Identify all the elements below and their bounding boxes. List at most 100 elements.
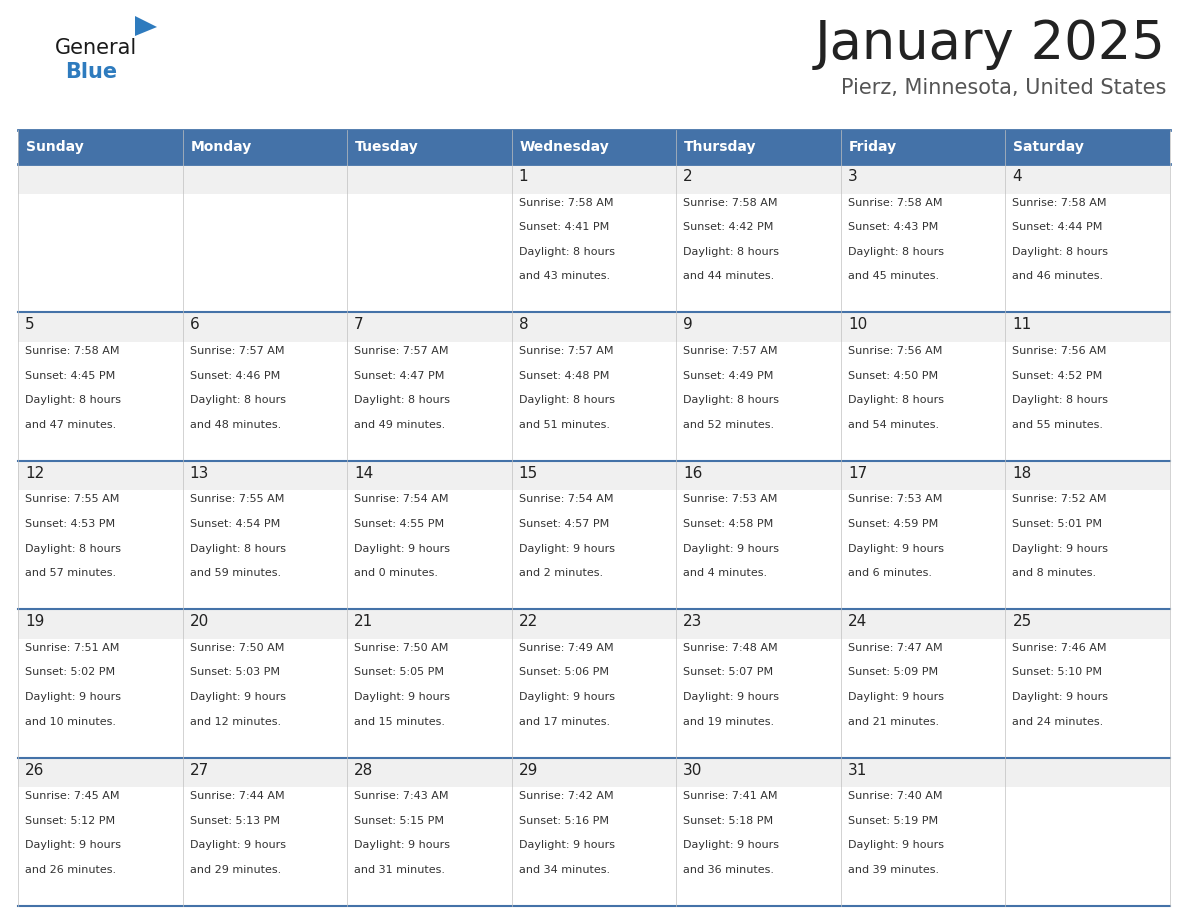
Text: and 10 minutes.: and 10 minutes.: [25, 717, 116, 727]
Text: Sunset: 5:07 PM: Sunset: 5:07 PM: [683, 667, 773, 677]
Text: Daylight: 8 hours: Daylight: 8 hours: [848, 396, 943, 405]
Text: Daylight: 8 hours: Daylight: 8 hours: [1012, 396, 1108, 405]
Text: Daylight: 8 hours: Daylight: 8 hours: [1012, 247, 1108, 257]
Text: Sunset: 5:12 PM: Sunset: 5:12 PM: [25, 816, 115, 826]
Text: 22: 22: [519, 614, 538, 629]
Text: Sunset: 5:18 PM: Sunset: 5:18 PM: [683, 816, 773, 826]
Bar: [183, 610, 347, 757]
Text: and 12 minutes.: and 12 minutes.: [190, 717, 280, 727]
Bar: [18, 164, 183, 312]
Text: Daylight: 8 hours: Daylight: 8 hours: [683, 247, 779, 257]
Bar: [841, 130, 1005, 164]
Text: Daylight: 8 hours: Daylight: 8 hours: [25, 396, 121, 405]
Text: Sunrise: 7:41 AM: Sunrise: 7:41 AM: [683, 791, 778, 801]
Bar: [512, 312, 676, 461]
Text: and 45 minutes.: and 45 minutes.: [848, 272, 939, 282]
Text: and 59 minutes.: and 59 minutes.: [190, 568, 280, 578]
Text: 14: 14: [354, 465, 373, 481]
Bar: [512, 757, 676, 906]
Text: Daylight: 9 hours: Daylight: 9 hours: [519, 543, 614, 554]
Text: Sunset: 5:06 PM: Sunset: 5:06 PM: [519, 667, 608, 677]
Text: 17: 17: [848, 465, 867, 481]
Text: Sunrise: 7:55 AM: Sunrise: 7:55 AM: [190, 495, 284, 505]
Bar: [1005, 312, 1170, 461]
Bar: [183, 757, 347, 788]
Text: Sunrise: 7:46 AM: Sunrise: 7:46 AM: [1012, 643, 1107, 653]
Text: Sunset: 5:09 PM: Sunset: 5:09 PM: [848, 667, 939, 677]
Bar: [1005, 610, 1170, 639]
Text: Sunset: 4:43 PM: Sunset: 4:43 PM: [848, 222, 939, 232]
Text: 9: 9: [683, 318, 693, 332]
Bar: [18, 461, 183, 610]
Text: Sunrise: 7:52 AM: Sunrise: 7:52 AM: [1012, 495, 1107, 505]
Text: 3: 3: [848, 169, 858, 184]
Text: Daylight: 9 hours: Daylight: 9 hours: [848, 543, 943, 554]
Bar: [512, 461, 676, 490]
Polygon shape: [135, 16, 157, 36]
Text: Sunset: 5:05 PM: Sunset: 5:05 PM: [354, 667, 444, 677]
Text: Daylight: 9 hours: Daylight: 9 hours: [683, 692, 779, 702]
Text: and 43 minutes.: and 43 minutes.: [519, 272, 609, 282]
Bar: [183, 312, 347, 342]
Bar: [347, 610, 512, 639]
Text: Sunrise: 7:43 AM: Sunrise: 7:43 AM: [354, 791, 449, 801]
Text: Sunrise: 7:53 AM: Sunrise: 7:53 AM: [848, 495, 942, 505]
Text: and 24 minutes.: and 24 minutes.: [1012, 717, 1104, 727]
Text: and 47 minutes.: and 47 minutes.: [25, 420, 116, 430]
Bar: [841, 312, 1005, 342]
Text: Sunset: 5:01 PM: Sunset: 5:01 PM: [1012, 519, 1102, 529]
Bar: [676, 757, 841, 788]
Text: Sunrise: 7:54 AM: Sunrise: 7:54 AM: [354, 495, 449, 505]
Text: 15: 15: [519, 465, 538, 481]
Text: and 21 minutes.: and 21 minutes.: [848, 717, 939, 727]
Text: Sunset: 4:57 PM: Sunset: 4:57 PM: [519, 519, 609, 529]
Bar: [347, 461, 512, 610]
Text: Daylight: 9 hours: Daylight: 9 hours: [519, 841, 614, 850]
Text: Daylight: 8 hours: Daylight: 8 hours: [848, 247, 943, 257]
Bar: [1005, 757, 1170, 906]
Bar: [676, 312, 841, 461]
Bar: [347, 757, 512, 788]
Text: and 8 minutes.: and 8 minutes.: [1012, 568, 1097, 578]
Bar: [347, 164, 512, 194]
Text: Sunset: 5:02 PM: Sunset: 5:02 PM: [25, 667, 115, 677]
Text: 16: 16: [683, 465, 702, 481]
Bar: [676, 164, 841, 194]
Text: Sunday: Sunday: [26, 140, 83, 154]
Bar: [347, 461, 512, 490]
Text: Sunset: 4:41 PM: Sunset: 4:41 PM: [519, 222, 609, 232]
Text: Sunset: 4:59 PM: Sunset: 4:59 PM: [848, 519, 939, 529]
Text: 18: 18: [1012, 465, 1031, 481]
Text: 24: 24: [848, 614, 867, 629]
Text: 29: 29: [519, 763, 538, 778]
Text: Blue: Blue: [65, 62, 118, 82]
Bar: [841, 312, 1005, 461]
Bar: [676, 461, 841, 490]
Text: Daylight: 8 hours: Daylight: 8 hours: [354, 396, 450, 405]
Text: Sunrise: 7:58 AM: Sunrise: 7:58 AM: [848, 197, 942, 207]
Bar: [347, 757, 512, 906]
Text: Sunrise: 7:56 AM: Sunrise: 7:56 AM: [848, 346, 942, 356]
Text: Tuesday: Tuesday: [355, 140, 419, 154]
Text: Sunset: 4:47 PM: Sunset: 4:47 PM: [354, 371, 444, 381]
Text: Daylight: 8 hours: Daylight: 8 hours: [25, 543, 121, 554]
Text: Sunrise: 7:55 AM: Sunrise: 7:55 AM: [25, 495, 119, 505]
Text: Sunrise: 7:58 AM: Sunrise: 7:58 AM: [25, 346, 120, 356]
Text: Sunset: 4:46 PM: Sunset: 4:46 PM: [190, 371, 280, 381]
Bar: [841, 164, 1005, 312]
Bar: [183, 312, 347, 461]
Text: 5: 5: [25, 318, 34, 332]
Bar: [347, 130, 512, 164]
Text: and 55 minutes.: and 55 minutes.: [1012, 420, 1104, 430]
Text: Daylight: 9 hours: Daylight: 9 hours: [683, 543, 779, 554]
Text: 28: 28: [354, 763, 373, 778]
Bar: [676, 164, 841, 312]
Text: 13: 13: [190, 465, 209, 481]
Text: 25: 25: [1012, 614, 1031, 629]
Bar: [18, 312, 183, 461]
Text: January 2025: January 2025: [815, 18, 1165, 70]
Text: Sunset: 5:16 PM: Sunset: 5:16 PM: [519, 816, 608, 826]
Text: 6: 6: [190, 318, 200, 332]
Bar: [512, 164, 676, 194]
Text: and 0 minutes.: and 0 minutes.: [354, 568, 438, 578]
